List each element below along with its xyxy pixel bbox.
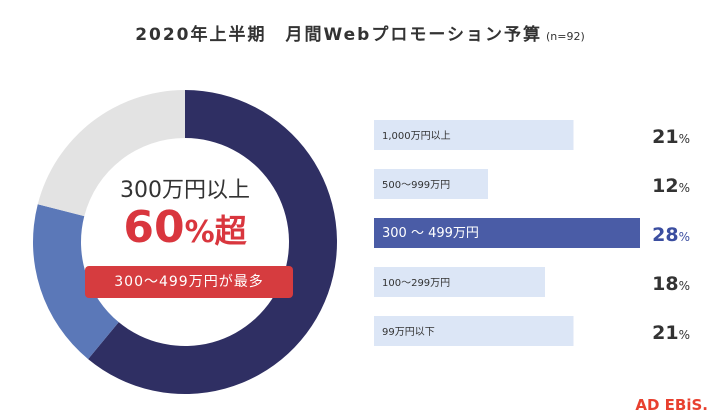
donut-segment-0 — [88, 90, 337, 394]
bar-category-label-2: 300 〜 499万円 — [382, 226, 479, 241]
donut-center-highlight: 60%超 — [85, 203, 285, 258]
chart-title: 2020年上半期 月間Webプロモーション予算 (n=92) — [0, 20, 720, 45]
donut-segment-2 — [37, 90, 185, 217]
bar-3 — [374, 267, 545, 297]
bar-category-label-1: 500〜999万円 — [382, 180, 450, 191]
donut-center-badge: 300〜499万円が最多 — [85, 266, 293, 298]
donut-chart — [33, 90, 337, 394]
bar-value-label-2: 28% — [652, 224, 690, 246]
ad-ebis-logo: AD EBiS. — [635, 396, 708, 414]
bar-4 — [374, 316, 574, 346]
bar-category-label-4: 99万円以下 — [382, 327, 435, 338]
bar-category-label-0: 1,000万円以上 — [382, 130, 451, 142]
bar-value-label-4: 21% — [652, 322, 690, 344]
highlight-number: 60 — [123, 202, 185, 253]
highlight-percent: % — [184, 215, 215, 250]
bar-value-label-1: 12% — [652, 175, 690, 197]
bar-2 — [374, 218, 640, 248]
bar-value-label-0: 21% — [652, 126, 690, 148]
highlight-suffix: 超 — [214, 212, 247, 250]
donut-segment-1 — [33, 204, 119, 360]
chart-title-text: 2020年上半期 月間Webプロモーション予算 — [135, 25, 543, 45]
donut-center-label: 300万円以上 — [120, 178, 250, 203]
chart-sample-size: (n=92) — [546, 30, 585, 43]
bar-category-label-3: 100〜299万円 — [382, 278, 450, 289]
bar-0 — [374, 120, 574, 150]
bar-1 — [374, 169, 488, 199]
bar-value-label-3: 18% — [652, 273, 690, 295]
